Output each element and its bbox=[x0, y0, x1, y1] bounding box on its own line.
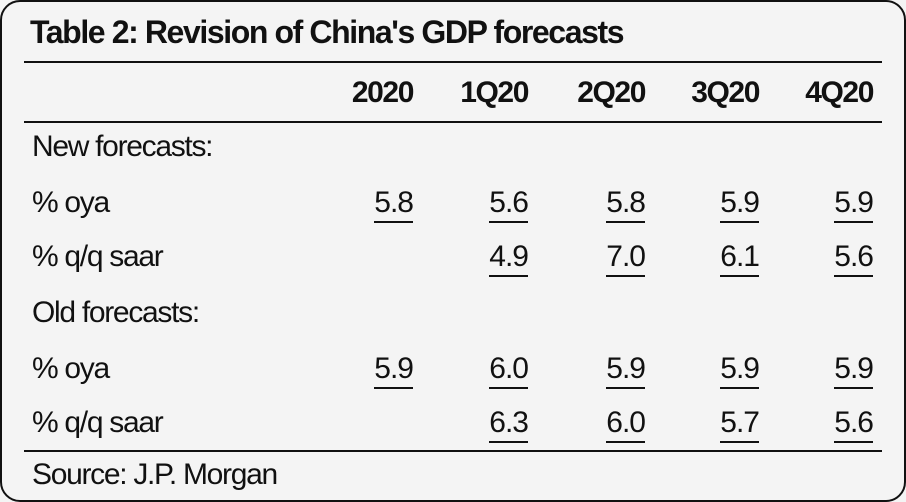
cell-new-qq-4q20: 5.6 bbox=[783, 242, 874, 277]
cell-old-qq-2q20: 6.0 bbox=[555, 408, 646, 443]
cell-old-qq-4q20: 5.6 bbox=[783, 408, 874, 443]
cell-old-oya-3q20: 5.9 bbox=[669, 354, 760, 389]
cell-old-oya-1q20: 6.0 bbox=[438, 354, 529, 389]
cell-old-oya-4q20: 5.9 bbox=[783, 354, 874, 389]
cell-new-qq-3q20: 6.1 bbox=[669, 242, 760, 277]
cell-value: 5.9 bbox=[834, 188, 874, 223]
column-header-2020: 2020 bbox=[351, 76, 415, 109]
cell-new-oya-3q20: 5.9 bbox=[669, 188, 760, 223]
cell-new-oya-2020: 5.8 bbox=[323, 188, 414, 223]
cell-value: 5.9 bbox=[606, 354, 646, 389]
source-note: Source: J.P. Morgan bbox=[32, 458, 278, 491]
cell-value: 5.7 bbox=[720, 408, 760, 443]
cell-value: 5.8 bbox=[606, 188, 646, 223]
column-header-3q20: 3Q20 bbox=[691, 76, 760, 109]
cell-value: 5.9 bbox=[720, 354, 760, 389]
cell-value: 5.9 bbox=[720, 188, 760, 223]
row-label-new-oya: % oya bbox=[32, 186, 110, 219]
footer-divider bbox=[24, 450, 882, 452]
column-header-4q20: 4Q20 bbox=[805, 76, 874, 109]
cell-old-oya-2q20: 5.9 bbox=[555, 354, 646, 389]
cell-old-qq-1q20: 6.3 bbox=[438, 408, 529, 443]
cell-value: 6.0 bbox=[489, 354, 529, 389]
cell-new-oya-1q20: 5.6 bbox=[438, 188, 529, 223]
title-divider bbox=[24, 61, 882, 63]
row-label-new-qq-saar: % q/q saar bbox=[32, 240, 164, 273]
cell-old-oya-2020: 5.9 bbox=[323, 354, 414, 389]
cell-value: 6.1 bbox=[720, 242, 760, 277]
cell-new-qq-2q20: 7.0 bbox=[555, 242, 646, 277]
cell-value: 5.6 bbox=[834, 408, 874, 443]
table-title: Table 2: Revision of China's GDP forecas… bbox=[30, 14, 625, 50]
cell-value: 6.3 bbox=[489, 408, 529, 443]
cell-value: 5.8 bbox=[374, 188, 414, 223]
cell-old-qq-3q20: 5.7 bbox=[669, 408, 760, 443]
column-header-2q20: 2Q20 bbox=[577, 76, 646, 109]
column-header-row: 2020 1Q20 2Q20 3Q20 4Q20 bbox=[2, 70, 904, 114]
cell-value: 5.6 bbox=[834, 242, 874, 277]
header-divider bbox=[24, 121, 882, 123]
column-header-1q20: 1Q20 bbox=[460, 76, 529, 109]
cell-value: 5.9 bbox=[374, 354, 414, 389]
cell-value: 4.9 bbox=[489, 242, 529, 277]
cell-new-oya-2q20: 5.8 bbox=[555, 188, 646, 223]
cell-new-qq-1q20: 4.9 bbox=[438, 242, 529, 277]
row-label-old-qq-saar: % q/q saar bbox=[32, 406, 164, 439]
cell-new-oya-4q20: 5.9 bbox=[783, 188, 874, 223]
cell-value: 5.6 bbox=[489, 188, 529, 223]
cell-value: 7.0 bbox=[606, 242, 646, 277]
row-label-old-oya: % oya bbox=[32, 352, 110, 385]
section-label-new-forecasts: New forecasts: bbox=[32, 130, 214, 163]
cell-value: 6.0 bbox=[606, 408, 646, 443]
cell-value: 5.9 bbox=[834, 354, 874, 389]
section-label-old-forecasts: Old forecasts: bbox=[32, 296, 200, 329]
